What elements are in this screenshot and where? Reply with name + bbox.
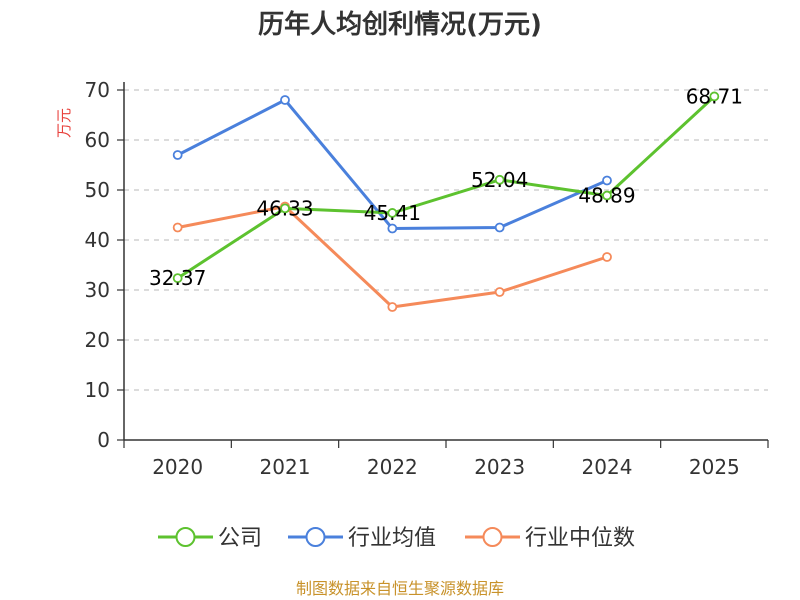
source-note: 制图数据来自恒生聚源数据库 xyxy=(296,579,504,598)
grid-lines xyxy=(124,89,768,391)
data-point-2-2023[interactable] xyxy=(494,287,505,297)
legend-marker-0 xyxy=(175,527,196,547)
data-point-2-2022[interactable] xyxy=(387,302,398,312)
legend-item-0[interactable]: 公司 xyxy=(158,526,262,551)
y-tick-label-60: 60 xyxy=(85,128,110,152)
y-tick-label-50: 50 xyxy=(85,178,110,202)
data-point-2-2020[interactable] xyxy=(172,222,183,233)
series-group xyxy=(172,91,720,312)
y-tick-label-30: 30 xyxy=(85,278,110,302)
data-point-0-2024[interactable] xyxy=(602,190,612,201)
y-tick-label-0: 0 xyxy=(97,428,110,452)
data-point-0-2023[interactable] xyxy=(494,174,505,185)
x-tick-label-2024: 2024 xyxy=(582,455,633,479)
axes xyxy=(117,82,769,448)
legend-item-1[interactable]: 行业均值 xyxy=(288,526,436,551)
data-label-2023: 52.04 xyxy=(471,168,528,192)
data-point-1-2022[interactable] xyxy=(387,223,398,234)
data-point-1-2023[interactable] xyxy=(494,222,505,233)
legend-label-1: 行业均值 xyxy=(348,526,436,551)
data-point-2-2024[interactable] xyxy=(602,252,612,262)
x-tick-label-2025: 2025 xyxy=(689,455,740,479)
data-label-2020: 32.37 xyxy=(149,266,206,290)
x-tick-label-2021: 2021 xyxy=(260,455,311,479)
x-tick-label-2022: 2022 xyxy=(367,455,418,479)
data-point-1-2021[interactable] xyxy=(280,95,290,105)
legend-marker-1 xyxy=(305,527,326,547)
data-point-0-2020[interactable] xyxy=(172,273,183,284)
y-tick-label-20: 20 xyxy=(85,328,110,352)
data-point-0-2021[interactable] xyxy=(280,203,290,214)
data-label-2022: 45.41 xyxy=(364,201,421,225)
legend: 公司 行业均值 行业中位数 xyxy=(158,526,635,551)
legend-label-2: 行业中位数 xyxy=(525,526,635,551)
y-tick-label-10: 10 xyxy=(85,378,110,402)
data-point-0-2025[interactable] xyxy=(709,91,720,102)
chart-title: 历年人均创利情况(万元) xyxy=(258,9,542,40)
tick-labels: 0 10 20 30 40 50 60 70 2020 2021 2022 2023 2024 2025 xyxy=(85,78,740,479)
data-point-1-2020[interactable] xyxy=(172,150,183,160)
data-point-0-2022[interactable] xyxy=(387,208,398,218)
x-tick-label-2023: 2023 xyxy=(474,455,525,479)
data-point-1-2024[interactable] xyxy=(602,175,612,186)
data-label-2024: 48.89 xyxy=(578,184,635,208)
legend-item-2[interactable]: 行业中位数 xyxy=(465,526,635,551)
data-labels: 32.37 46.33 45.41 52.04 48.89 68.71 xyxy=(149,84,743,290)
x-tick-label-2020: 2020 xyxy=(152,455,203,479)
y-tick-label-70: 70 xyxy=(85,78,110,102)
data-label-2025: 68.71 xyxy=(686,84,743,108)
legend-label-0: 公司 xyxy=(218,526,262,551)
y-tick-label-40: 40 xyxy=(85,228,110,252)
data-label-2021: 46.33 xyxy=(256,196,313,220)
y-axis-label: 万元 xyxy=(55,108,73,138)
series-line-0 xyxy=(176,95,716,280)
legend-marker-2 xyxy=(482,527,503,547)
